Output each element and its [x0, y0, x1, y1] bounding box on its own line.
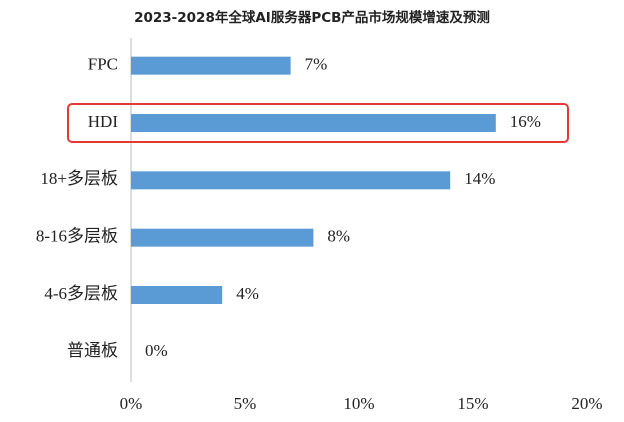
- chart-title: 2023-2028年全球AI服务器PCB产品市场规模增速及预测: [134, 9, 490, 26]
- y-tick-label: 普通板: [67, 341, 118, 360]
- bar: [131, 56, 291, 75]
- y-tick-label: HDI: [88, 112, 119, 131]
- value-label: 16%: [510, 112, 541, 131]
- bar: [131, 228, 314, 247]
- value-label: 14%: [464, 169, 495, 188]
- x-tick-label: 20%: [571, 394, 602, 413]
- value-label: 4%: [236, 284, 259, 303]
- bar: [131, 286, 223, 304]
- x-tick-label: 5%: [234, 394, 257, 413]
- highlight-box: [67, 103, 569, 143]
- y-tick-label: FPC: [88, 55, 118, 74]
- y-tick-label: 8-16多层板: [36, 227, 118, 246]
- y-tick-label: 18+多层板: [40, 169, 118, 188]
- x-tick-label: 0%: [120, 394, 143, 413]
- value-label: 8%: [327, 227, 350, 246]
- x-tick-label: 15%: [457, 394, 488, 413]
- value-label: 0%: [145, 341, 168, 360]
- x-tick-label: 10%: [343, 394, 374, 413]
- y-tick-label: 4-6多层板: [44, 284, 118, 303]
- bar: [131, 171, 451, 190]
- bar: [131, 114, 496, 132]
- value-label: 7%: [305, 55, 328, 74]
